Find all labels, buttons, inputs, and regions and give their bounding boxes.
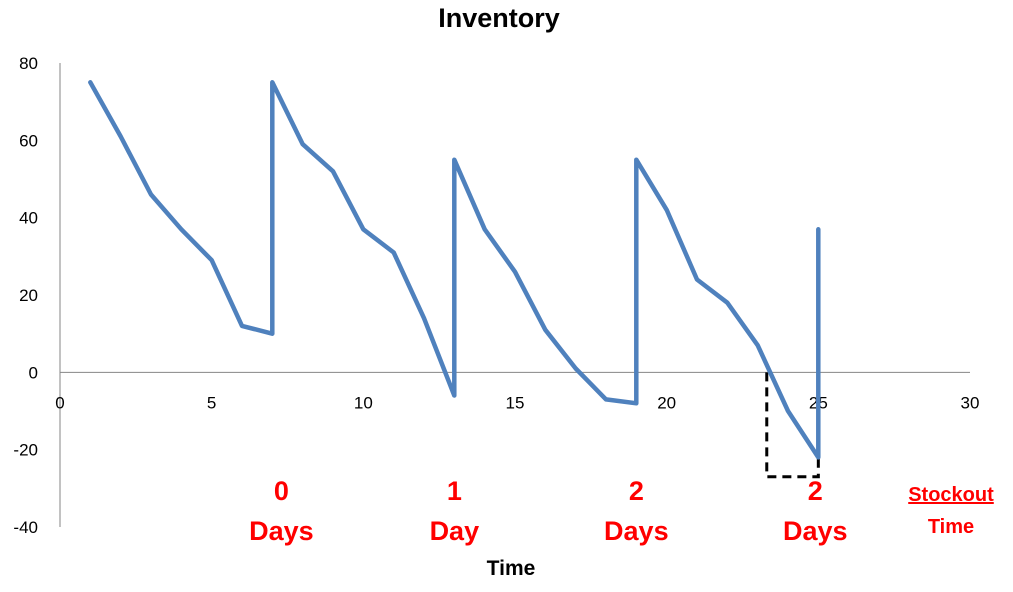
x-tick-label: 20: [657, 393, 676, 412]
series-layer: [88, 80, 821, 460]
x-tick-label: 30: [961, 393, 980, 412]
inventory-series-line: [88, 80, 821, 460]
y-tick-label: -20: [13, 441, 38, 460]
stockout-dashed-box: [765, 372, 820, 479]
y-tick-label: 20: [19, 286, 38, 305]
y-tick-label: -40: [13, 518, 38, 537]
stockout-days-unit: Days: [783, 516, 848, 546]
x-tick-labels: 0 5 10 15 20 25 30: [55, 393, 979, 412]
x-tick-label: 10: [354, 393, 373, 412]
x-tick-label: 5: [207, 393, 216, 412]
axes: [59, 63, 970, 527]
stockout-days-unit: Days: [249, 516, 314, 546]
stockout-days-number: 2: [808, 476, 823, 506]
stockout-days-number: 1: [447, 476, 462, 506]
y-tick-label: 80: [19, 54, 38, 73]
y-tick-labels: -40 -20 0 20 40 60 80: [13, 54, 38, 537]
y-tick-label: 40: [19, 209, 38, 228]
stockout-days-number: 2: [629, 476, 644, 506]
x-tick-label: 15: [506, 393, 525, 412]
annotation-layer: 0 Days 1 Day 2 Days 2 Days: [249, 476, 847, 546]
stockout-days-unit: Day: [430, 516, 480, 546]
stockout-label-line2: Time: [928, 516, 974, 538]
stockout-label-line1: Stockout: [908, 484, 994, 506]
stockout-days-number: 0: [274, 476, 289, 506]
y-tick-label: 0: [29, 363, 38, 382]
chart-title: Inventory: [438, 3, 560, 33]
x-axis-label: Time: [487, 557, 536, 580]
stockout-days-unit: Days: [604, 516, 669, 546]
y-tick-label: 60: [19, 131, 38, 150]
x-tick-label: 0: [55, 393, 64, 412]
